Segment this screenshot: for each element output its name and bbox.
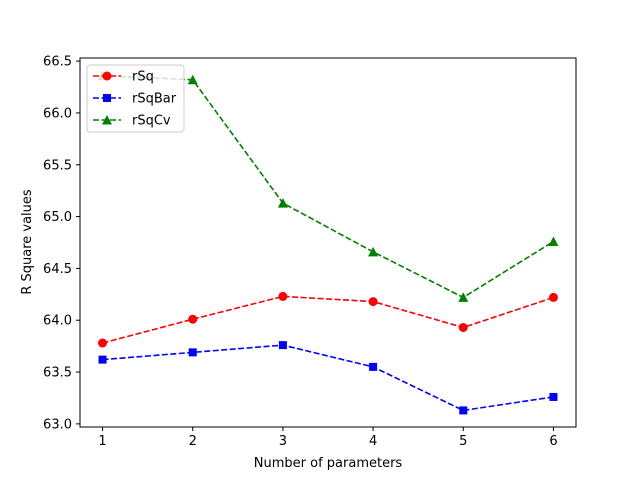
x-tick-label: 1 (98, 434, 106, 449)
y-axis: 63.0 63.5 64.0 64.5 65.0 65.5 66.0 66.5 (43, 55, 80, 432)
x-axis: 1 2 3 4 5 6 (98, 427, 558, 449)
x-axis-label: Number of parameters (254, 456, 403, 471)
legend-label: rSq (132, 70, 154, 85)
x-tick-label: 5 (459, 434, 467, 449)
data-point-rSqBar (549, 392, 558, 401)
data-point-rSq (368, 297, 378, 307)
data-point-rSqBar (188, 348, 197, 357)
x-tick-label: 4 (369, 434, 377, 449)
series-line-rSqBar (102, 344, 554, 412)
x-tick-label: 3 (279, 434, 287, 449)
data-point-rSq (458, 322, 468, 332)
legend-label: rSqBar (132, 92, 177, 107)
data-point-rSq (548, 292, 558, 302)
data-point-rSq (278, 291, 288, 301)
x-tick-label: 2 (189, 434, 197, 449)
legend-item-rSqCv: rSqCv (93, 114, 171, 129)
legend-marker (102, 71, 112, 81)
data-point-rSqCv (458, 292, 469, 302)
data-point-rSq (188, 314, 198, 324)
data-point-rSqCv (368, 246, 379, 257)
legend-marker (102, 115, 112, 125)
legend-item-rSqBar: rSqBar (93, 92, 177, 107)
legend-item-rSq: rSq (93, 70, 154, 85)
legend-marker (103, 94, 111, 102)
series-rSq (98, 291, 558, 348)
data-point-rSqCv (277, 198, 288, 208)
y-tick-label: 64.0 (43, 314, 72, 329)
y-tick-label: 66.5 (43, 55, 72, 70)
data-point-rSqBar (278, 341, 287, 350)
y-tick-label: 65.0 (43, 210, 72, 225)
legend: rSq rSqBar rSqCv (86, 64, 185, 133)
legend-box (86, 64, 185, 133)
plot-frame (79, 57, 577, 428)
data-point-rSq (98, 338, 108, 348)
y-tick-label: 66.0 (43, 106, 72, 121)
y-tick-label: 63.5 (43, 366, 72, 381)
y-axis-label: R Square values (20, 189, 35, 295)
y-tick-label: 63.0 (43, 417, 72, 432)
data-point-rSqCv (187, 74, 198, 85)
legend-label: rSqCv (132, 114, 171, 129)
series-rSqBar (98, 341, 558, 415)
data-point-rSqBar (459, 406, 468, 415)
y-tick-label: 64.5 (43, 262, 72, 277)
series-line-rSq (102, 295, 554, 344)
x-tick-label: 6 (549, 434, 557, 449)
data-point-rSqCv (548, 236, 559, 246)
series-line-rSqCv (102, 74, 554, 299)
data-point-rSqBar (369, 362, 378, 371)
y-tick-label: 65.5 (43, 158, 72, 173)
data-point-rSqBar (98, 355, 107, 364)
